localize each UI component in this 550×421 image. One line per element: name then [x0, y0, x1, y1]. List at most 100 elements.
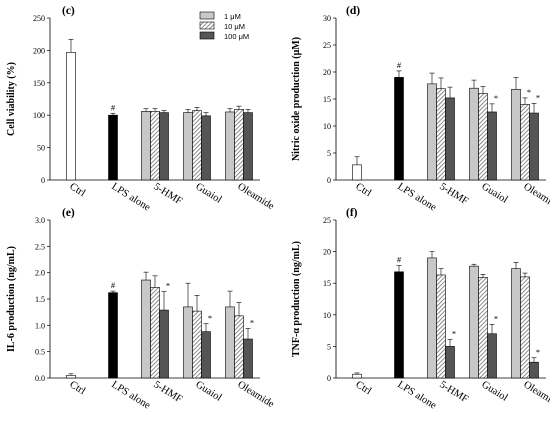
bar [469, 265, 479, 379]
panel-label: (c) [62, 5, 75, 17]
y-axis-label: IL-6 production (ng/mL) [6, 246, 17, 352]
bar [141, 111, 151, 181]
bar [243, 338, 253, 379]
panel-e: (e) 0.0 0.5 1.0 1.5 2.0 2.5 3.0 IL-6 production … [6, 207, 276, 412]
x-category-label: LPS alone [395, 379, 438, 412]
bar [445, 97, 455, 181]
y-tick-label: 150 [33, 79, 45, 88]
panel-f: (f) 0 5 10 15 20 25 TNF-α production (ng/mL) Ctr… [291, 207, 550, 412]
y-tick-label: 250 [33, 14, 45, 23]
significance-hash: # [111, 280, 116, 290]
y-tick-label: 20 [323, 248, 331, 257]
significance-star: * [250, 317, 254, 327]
panel-label: (d) [346, 5, 360, 17]
bar [352, 373, 362, 379]
bar [201, 115, 211, 181]
x-category-label: Guaiol [193, 181, 223, 206]
bar [436, 274, 446, 379]
bar [520, 276, 530, 379]
significance-star: * [494, 313, 498, 323]
legend-label-1um: 1 μM [224, 12, 241, 21]
bar [234, 315, 244, 379]
legend-item-100um: 100 μM [199, 31, 249, 41]
bar [234, 109, 244, 181]
x-category-label: Ctrl [353, 181, 373, 199]
bar [183, 306, 193, 379]
x-category-label: 5-HMF [151, 181, 184, 207]
y-tick-label: 1.5 [35, 295, 45, 304]
y-tick-label: 30 [323, 14, 331, 23]
y-tick-label: 0.0 [35, 374, 45, 383]
bar [511, 268, 521, 379]
bar [183, 112, 193, 181]
x-category-label: Oleamide [521, 379, 550, 410]
bar [478, 277, 488, 379]
bar [427, 257, 437, 379]
significance-hash: # [397, 60, 402, 70]
x-category-label: 5-HMF [151, 379, 184, 405]
significance-star: * [536, 92, 540, 102]
y-tick-label: 5 [327, 149, 331, 158]
significance-star: * [208, 313, 212, 323]
y-tick-label: 15 [323, 279, 331, 288]
y-tick-label: 25 [323, 41, 331, 50]
bar [66, 375, 76, 379]
bar [469, 87, 479, 181]
y-tick-label: 25 [323, 216, 331, 225]
bar [159, 112, 169, 181]
y-tick-label: 0 [327, 374, 331, 383]
x-category-label: Ctrl [353, 379, 373, 397]
legend-label-100um: 100 μM [224, 32, 249, 41]
bar [108, 114, 118, 181]
bar [150, 111, 160, 181]
bar [141, 279, 151, 379]
x-category-label: Ctrl [67, 181, 87, 199]
bar [243, 112, 253, 181]
bar [478, 93, 488, 181]
bar [445, 346, 455, 379]
legend-swatch-100um [199, 31, 215, 40]
x-category-label: LPS alone [395, 181, 438, 214]
bar [427, 83, 437, 181]
significance-star: * [166, 281, 170, 291]
x-category-label: 5-HMF [437, 181, 470, 207]
significance-hash: # [397, 255, 402, 265]
y-tick-label: 200 [33, 46, 45, 55]
x-category-label: Guaiol [479, 379, 509, 404]
bar [529, 361, 539, 379]
bar [66, 52, 76, 181]
y-tick-label: 0 [41, 176, 45, 185]
x-category-label: Oleamide [235, 181, 276, 212]
bar [511, 88, 521, 181]
y-axis-label: Cell viability (%) [6, 62, 17, 136]
bar [108, 292, 118, 379]
y-tick-label: 0 [327, 176, 331, 185]
bar [192, 310, 202, 379]
legend-item-1um: 1 μM [199, 11, 241, 21]
y-tick-label: 2.0 [35, 269, 45, 278]
legend-label-10um: 10 μM [224, 22, 245, 31]
bar [225, 111, 235, 181]
bar [520, 104, 530, 181]
y-tick-label: 100 [33, 111, 45, 120]
bar [394, 77, 404, 181]
bar [394, 271, 404, 379]
x-category-label: Guaiol [479, 181, 509, 206]
legend-swatch-1um [199, 11, 215, 20]
y-tick-label: 20 [323, 68, 331, 77]
y-tick-label: 10 [323, 122, 331, 131]
significance-star: * [452, 328, 456, 338]
y-tick-label: 50 [37, 144, 45, 153]
y-tick-label: 10 [323, 311, 331, 320]
y-tick-label: 2.5 [35, 242, 45, 251]
bar [150, 287, 160, 379]
panel-label: (e) [62, 207, 75, 219]
y-tick-label: 0.5 [35, 348, 45, 357]
bar [352, 164, 362, 181]
bar [225, 306, 235, 379]
y-axis-label: Nitric oxide production (μM) [291, 37, 302, 161]
bar [201, 331, 211, 379]
x-category-label: 5-HMF [437, 379, 470, 405]
bar [487, 333, 497, 379]
